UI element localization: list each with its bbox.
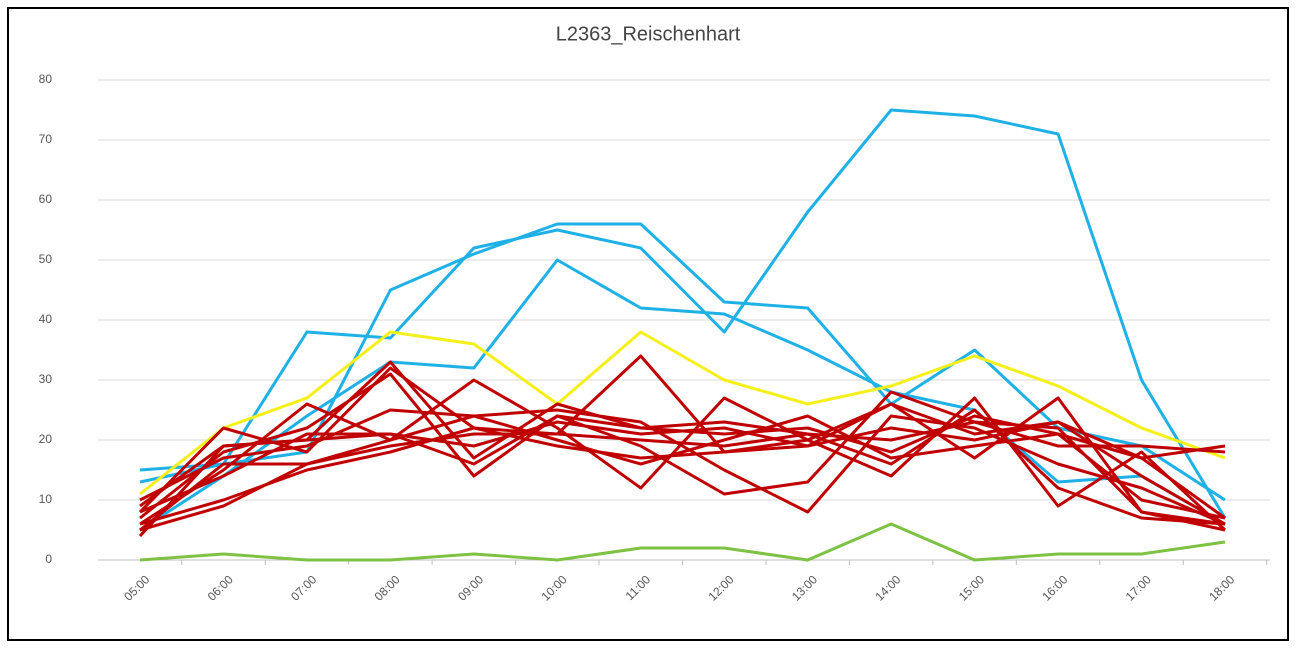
series-line bbox=[139, 522, 1226, 562]
y-tick-label: 80 bbox=[39, 72, 53, 86]
y-tick-label: 0 bbox=[45, 552, 52, 566]
chart-title: L2363_Reischenhart bbox=[556, 23, 741, 45]
y-tick-label: 70 bbox=[39, 132, 53, 146]
y-tick-label: 10 bbox=[39, 492, 53, 506]
series-line bbox=[139, 414, 1226, 520]
y-tick-label: 30 bbox=[39, 372, 53, 386]
series-line bbox=[139, 372, 1226, 532]
series-line bbox=[138, 360, 1226, 538]
y-tick-label: 20 bbox=[39, 432, 53, 446]
series-line bbox=[139, 330, 1226, 496]
y-tick-label: 50 bbox=[39, 252, 53, 266]
y-tick-label: 40 bbox=[39, 312, 53, 326]
series-line bbox=[139, 258, 1226, 532]
chart-border bbox=[7, 7, 1289, 641]
y-tick-label: 60 bbox=[39, 192, 53, 206]
series-line bbox=[139, 108, 1227, 519]
series-line bbox=[139, 420, 1226, 532]
